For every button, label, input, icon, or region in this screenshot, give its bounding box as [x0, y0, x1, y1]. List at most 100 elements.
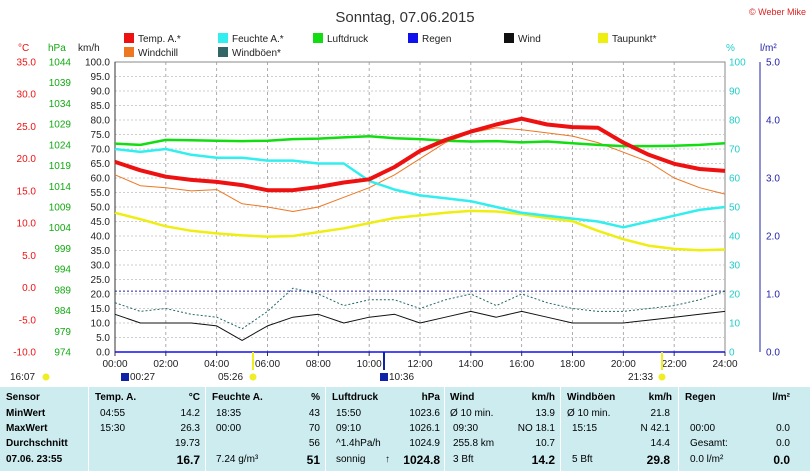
x-tick-label: 22:00 [662, 359, 687, 370]
wind-distance: 255.8 km [453, 438, 495, 449]
tick-label-kmh: 65.0 [91, 159, 111, 170]
x-tick-label: 00:00 [102, 359, 127, 370]
press-trend: ^1.4hPa/h [336, 438, 381, 449]
tick-label-kmh: 75.0 [91, 130, 111, 141]
legend-swatch [313, 33, 323, 43]
min-hum-value: 43 [308, 408, 320, 419]
header-rain-unit: l/m² [772, 392, 790, 403]
credit-text: © Weber Mike [749, 7, 806, 17]
legend-entry: Windböen* [232, 48, 281, 59]
tick-label-c: 5.0 [22, 251, 36, 262]
legend-entry: Luftdruck [327, 34, 369, 45]
axis-unit-hpa: hPa [48, 43, 66, 54]
x-tick-label: 24:00 [712, 359, 737, 370]
tick-label-hpa: 999 [54, 244, 71, 255]
tick-label-kmh: 80.0 [91, 116, 111, 127]
abs-humidity: 7.24 g/m³ [216, 454, 259, 465]
max-hum-time: 00:00 [216, 423, 242, 434]
max-wind-value: NO 18.1 [517, 423, 555, 434]
chart-title: Sonntag, 07.06.2015 [335, 9, 474, 26]
tick-label-lm2: 1.0 [766, 290, 780, 301]
gust-avg-label: Ø 10 min. [567, 408, 611, 419]
tick-label-hpa: 1044 [49, 58, 72, 69]
min-press-time: 15:50 [336, 408, 362, 419]
header-pressure: Luftdruck [332, 392, 379, 403]
weather-chart: Sonntag, 07.06.2015 © Weber Mike Temp. A… [10, 7, 806, 383]
temp-min-time-label: 00:27 [130, 372, 155, 383]
table-header-row: Sensor Temp. A. °C Feuchte A. % Luftdruc… [0, 391, 810, 405]
legend-swatch [598, 33, 608, 43]
tick-label-kmh: 95.0 [91, 72, 111, 83]
legend-entry: Windchill [138, 48, 178, 59]
tick-label-kmh: 15.0 [91, 304, 111, 315]
tick-label-kmh: 25.0 [91, 275, 111, 286]
tick-label-pct: 10 [729, 319, 741, 330]
x-tick-label: 08:00 [306, 359, 331, 370]
sunset-icon [658, 373, 666, 381]
legend-entry: Feuchte A.* [232, 34, 284, 45]
table-row: MinWert 04:55 14.2 18:35 43 15:50 1023.6… [0, 407, 810, 421]
current-pressure: 1024.8 [403, 453, 440, 467]
max-temp-time: 15:30 [100, 423, 126, 434]
tick-label-pct: 50 [729, 203, 741, 214]
tick-label-kmh: 0.0 [96, 348, 110, 359]
tick-label-kmh: 55.0 [91, 188, 111, 199]
rain-total-value: 0.0 [776, 438, 790, 449]
tick-label-lm2: 4.0 [766, 116, 780, 127]
tick-label-c: 10.0 [17, 219, 37, 230]
sunset-label: 21:33 [628, 372, 653, 383]
x-tick-label: 14:00 [458, 359, 483, 370]
max-rain-time: 00:00 [690, 423, 716, 434]
time-markers: 16:07 00:27 05:26 10:36 21:33 [10, 352, 666, 383]
header-gust: Windböen [567, 392, 616, 403]
x-tick-label: 20:00 [611, 359, 636, 370]
start-time-label: 16:07 [10, 372, 35, 383]
tick-label-c: 35.0 [17, 58, 37, 69]
tick-label-hpa: 1024 [49, 140, 72, 151]
wind-bft: 3 Bft [453, 454, 474, 465]
tick-label-c: 20.0 [17, 154, 37, 165]
max-press-value: 1026.1 [409, 423, 440, 434]
tick-label-pct: 70 [729, 145, 741, 156]
min-temp-value: 14.2 [180, 408, 200, 419]
tick-label-kmh: 50.0 [91, 203, 111, 214]
pressure-marker-time: 10:36 [389, 372, 414, 383]
tick-label-hpa: 1009 [49, 203, 72, 214]
current-timestamp: 07.06. 23:55 [6, 454, 63, 465]
avg-hum-value: 56 [308, 438, 320, 449]
axis-unit-labels: °C hPa km/h % l/m² [18, 43, 777, 54]
header-humidity-unit: % [311, 392, 320, 403]
x-tick-label: 12:00 [407, 359, 432, 370]
axis-ticks: -10.0 -5.0 0.0 5.0 10.0 15.0 20.0 25.0 30.0 35.0 9… [13, 58, 780, 371]
current-rain: 0.0 [773, 453, 790, 467]
tick-label-hpa: 1029 [49, 120, 72, 131]
row-label: MaxWert [6, 423, 48, 434]
trend-arrow-icon: ↑ [385, 454, 390, 465]
series-line-feuchte-a [114, 147, 726, 229]
avg-press-value: 1024.9 [409, 438, 440, 449]
sun-icon [42, 373, 50, 381]
avg-temp-value: 19.73 [174, 438, 200, 449]
max-wind-time: 09:30 [453, 423, 479, 434]
current-wind: 14.2 [531, 453, 555, 467]
legend-swatch [504, 33, 514, 43]
tick-label-lm2: 5.0 [766, 58, 780, 69]
tick-label-hpa: 1014 [49, 182, 72, 193]
rain-today: 0.0 l/m² [690, 454, 724, 465]
tick-label-pct: 90 [729, 87, 741, 98]
tick-label-c: 15.0 [17, 186, 37, 197]
x-tick-label: 04:00 [204, 359, 229, 370]
legend-swatch [124, 47, 134, 57]
legend-swatch [218, 33, 228, 43]
legend: Temp. A.* Feuchte A.* Luftdruck Regen Wind Ta… [124, 33, 657, 59]
tick-label-kmh: 85.0 [91, 101, 111, 112]
tick-label-hpa: 1019 [49, 161, 72, 172]
wind-avg-value: 13.9 [535, 408, 555, 419]
current-humidity: 51 [306, 453, 320, 467]
tick-label-hpa: 994 [54, 265, 71, 276]
table-row: MaxWert 15:30 26.3 00:00 70 09:10 1026.1… [0, 422, 810, 436]
min-temp-time: 04:55 [100, 408, 126, 419]
tick-label-lm2: 2.0 [766, 232, 780, 243]
max-gust-value: N 42.1 [640, 423, 670, 434]
legend-entry: Wind [518, 34, 541, 45]
